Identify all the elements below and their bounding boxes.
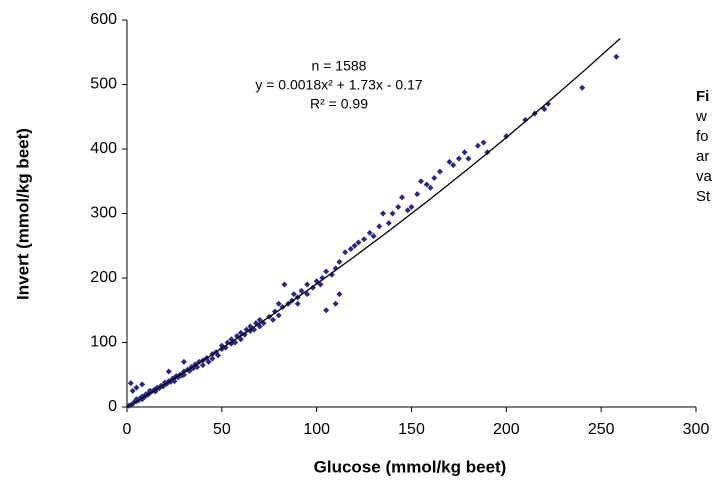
annotation: n = 1588 xyxy=(312,58,367,74)
point xyxy=(579,84,586,91)
point xyxy=(461,149,468,156)
point xyxy=(275,312,282,319)
point xyxy=(275,300,282,307)
point xyxy=(436,168,443,175)
point xyxy=(237,336,244,343)
point xyxy=(271,308,278,315)
point xyxy=(366,229,373,236)
point xyxy=(355,239,362,246)
point xyxy=(241,331,248,338)
x-tick-label: 200 xyxy=(493,421,520,438)
point xyxy=(389,210,396,217)
caption-fragment: fo xyxy=(696,128,709,145)
x-tick-label: 100 xyxy=(303,421,330,438)
point xyxy=(480,139,487,146)
point xyxy=(165,368,172,375)
annotation: y = 0.0018x² + 1.73x - 0.17 xyxy=(255,77,423,93)
point xyxy=(376,223,383,230)
point xyxy=(336,258,343,265)
caption-fragment: ar xyxy=(696,148,709,165)
y-tick-label: 200 xyxy=(90,269,117,286)
point xyxy=(209,355,216,362)
x-tick-label: 250 xyxy=(588,421,615,438)
caption-fragment: Fi xyxy=(696,88,709,105)
point xyxy=(385,220,392,227)
x-tick-label: 50 xyxy=(213,421,231,438)
x-axis-label: Glucose (mmol/kg beet) xyxy=(314,457,507,476)
point xyxy=(503,133,510,140)
point xyxy=(427,184,434,191)
y-tick-label: 0 xyxy=(108,398,117,415)
y-tick-label: 300 xyxy=(90,205,117,222)
point xyxy=(129,387,136,394)
point xyxy=(408,204,415,211)
point xyxy=(347,245,354,252)
point xyxy=(399,194,406,201)
point xyxy=(304,291,311,298)
point xyxy=(294,300,301,307)
point xyxy=(446,158,453,165)
caption-fragment: w xyxy=(695,108,707,125)
point xyxy=(404,207,411,214)
point xyxy=(127,380,134,387)
trendline xyxy=(126,38,621,408)
point xyxy=(290,291,297,298)
point xyxy=(380,210,387,217)
y-tick-label: 400 xyxy=(90,140,117,157)
x-tick-label: 300 xyxy=(683,421,710,438)
point xyxy=(455,155,462,162)
point xyxy=(370,233,377,240)
y-axis-label: Invert (mmol/kg beet) xyxy=(13,128,32,300)
point xyxy=(395,204,402,211)
point xyxy=(215,352,222,359)
point xyxy=(281,281,288,288)
point xyxy=(613,53,620,60)
point xyxy=(323,268,330,275)
caption-fragment: St xyxy=(696,188,711,205)
point xyxy=(323,307,330,314)
y-tick-label: 500 xyxy=(90,76,117,93)
point xyxy=(450,162,457,169)
point xyxy=(351,242,358,249)
point xyxy=(522,116,529,123)
point xyxy=(139,381,146,388)
point xyxy=(304,281,311,288)
point xyxy=(199,362,206,369)
point xyxy=(205,358,212,365)
point xyxy=(474,142,481,149)
x-tick-label: 150 xyxy=(398,421,425,438)
point xyxy=(465,155,472,162)
point xyxy=(361,236,368,243)
point xyxy=(336,291,343,298)
y-tick-label: 100 xyxy=(90,334,117,351)
point xyxy=(298,287,305,294)
point xyxy=(417,178,424,185)
y-tick-label: 600 xyxy=(90,11,117,28)
annotation: R² = 0.99 xyxy=(310,96,368,112)
point xyxy=(133,384,140,391)
point xyxy=(332,300,339,307)
caption-fragment: va xyxy=(696,168,713,185)
point xyxy=(180,358,187,365)
point xyxy=(423,181,430,188)
point xyxy=(414,191,421,198)
point xyxy=(270,316,277,323)
point xyxy=(342,249,349,256)
point xyxy=(545,100,552,107)
x-tick-label: 0 xyxy=(123,421,132,438)
point xyxy=(431,175,438,182)
